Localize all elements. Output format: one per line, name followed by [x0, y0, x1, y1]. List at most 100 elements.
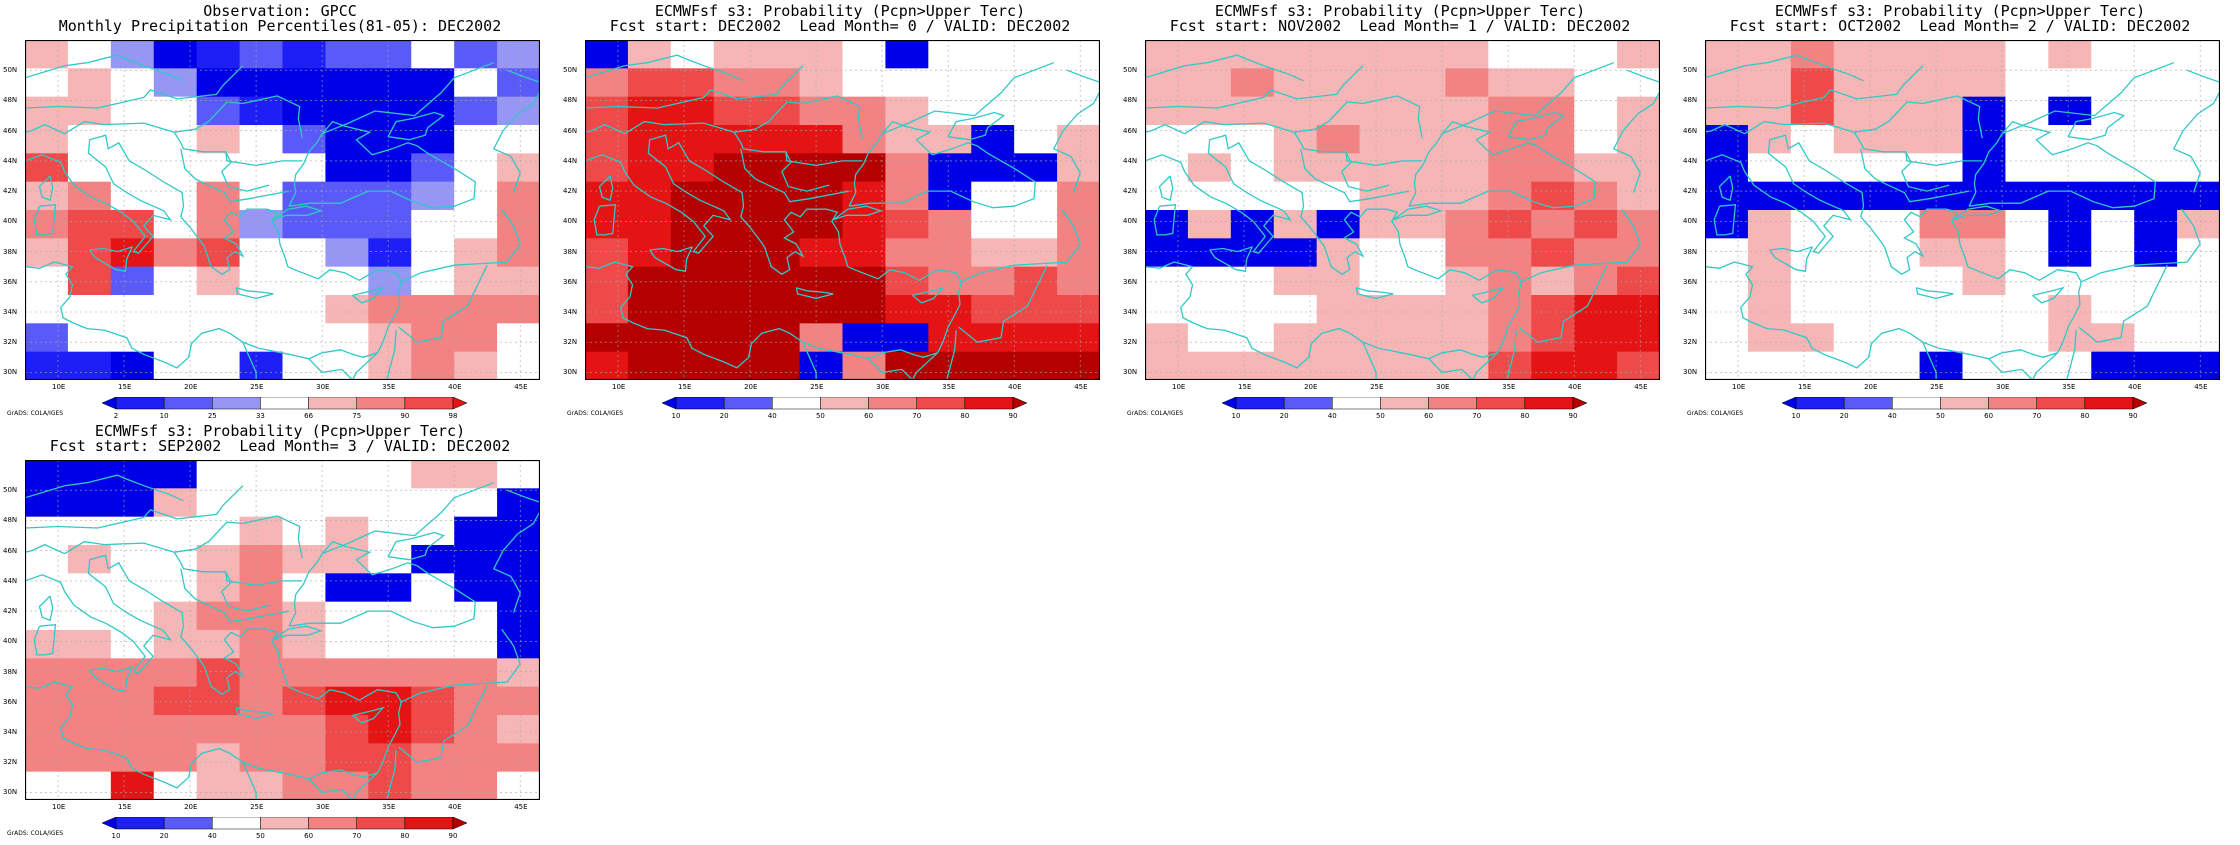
grid-cell	[67, 630, 112, 659]
grid-cell	[1445, 238, 1489, 268]
grid-cell	[153, 40, 198, 69]
grid-cell	[713, 351, 758, 380]
grid-cell	[67, 686, 112, 716]
colorbar-swatch	[916, 396, 966, 410]
coastline	[180, 568, 290, 623]
grid-cell	[885, 295, 929, 324]
grid-cell	[25, 658, 69, 688]
grid-cell	[1919, 238, 1964, 268]
grid-cell	[971, 40, 1015, 69]
grid-cell	[1230, 40, 1275, 69]
grid-cell	[454, 153, 498, 183]
grid-cell	[325, 96, 369, 126]
colorbar-swatch	[1221, 396, 1237, 410]
grid-cell	[196, 266, 241, 296]
grid-cell	[454, 266, 498, 296]
grid-cell	[1833, 238, 1878, 268]
grid-cell	[25, 238, 69, 268]
grid-cell	[1445, 210, 1489, 239]
lon-label: 45E	[1634, 383, 1648, 391]
grid-cell	[2134, 125, 2178, 154]
panel-title-line2: Fcst start: NOV2002 Lead Month= 1 / VALI…	[1169, 17, 1631, 35]
coastline	[2172, 91, 2220, 193]
grid-cell	[2048, 238, 2092, 268]
grid-cell	[153, 181, 198, 211]
grid-cell	[454, 125, 498, 154]
lat-label: 36N	[3, 277, 18, 286]
lat-label: 40N	[3, 637, 18, 646]
colorbar-label: 25	[208, 412, 217, 420]
grid-cell	[25, 743, 69, 773]
coastline	[1705, 134, 2082, 369]
grid-cell	[325, 686, 369, 716]
coastline	[64, 540, 105, 555]
grid-cell	[1617, 295, 1660, 324]
colorbar-label: 10	[1232, 412, 1241, 420]
grid-cell	[1919, 96, 1964, 126]
grid-cell	[1230, 351, 1275, 380]
grid-cell	[585, 153, 629, 183]
coastline	[1428, 352, 1499, 380]
panel-title-line2: Fcst start: OCT2002 Lead Month= 2 / VALI…	[1729, 17, 2191, 35]
grid-cell	[585, 125, 629, 154]
grid-cell	[1187, 323, 1232, 353]
coastline	[1392, 205, 1443, 221]
panel-title: ECMWFsf s3: Probability (Pcpn>Upper Terc…	[1680, 4, 2240, 34]
lon-label: 30E	[1436, 383, 1450, 391]
grid-cell	[842, 238, 887, 268]
lat-label: 38N	[3, 247, 18, 256]
grid-cell	[1617, 181, 1660, 211]
colorbar-label: 90	[2129, 412, 2138, 420]
grid-cell	[411, 295, 455, 324]
lat-label: 42N	[1123, 187, 1138, 196]
lat-label: 44N	[563, 156, 578, 165]
coastline	[1626, 69, 1660, 83]
lon-label: 25E	[1930, 383, 1944, 391]
grid-cell	[1833, 96, 1878, 126]
grid-cell	[713, 40, 758, 69]
colorbar-swatch	[2036, 396, 2086, 410]
lon-label: 40E	[448, 383, 462, 391]
grid-cell	[1014, 295, 1058, 324]
grid-cell	[1617, 323, 1660, 353]
grid-cell	[1531, 238, 1575, 268]
colorbar-label: 80	[2080, 412, 2089, 420]
grid-cell	[153, 153, 198, 183]
grid-cell	[2091, 153, 2135, 183]
colorbar-label: 33	[256, 412, 265, 420]
grid-cell	[713, 68, 758, 98]
grid-cell	[585, 351, 629, 380]
grid-cell	[239, 323, 284, 353]
grid-cell	[454, 40, 498, 69]
lon-label: 10E	[1172, 383, 1186, 391]
colorbar-label: 50	[256, 832, 265, 840]
lat-label: 32N	[563, 338, 578, 347]
colorbar-label: 50	[1936, 412, 1945, 420]
grid-cell	[325, 715, 369, 744]
grid-cell	[1316, 210, 1361, 239]
grid-cell	[1014, 351, 1058, 380]
grid-cell	[411, 545, 455, 574]
grid-cell	[2048, 40, 2092, 69]
panel-title: Observation: GPCC Monthly Precipitation P…	[0, 4, 560, 34]
grid-cell	[325, 181, 369, 211]
lat-label: 46N	[563, 126, 578, 135]
lat-label: 36N	[1683, 277, 1698, 286]
grid-cell	[282, 658, 327, 688]
colorbar-swatch	[1524, 396, 1574, 410]
coastline	[881, 62, 1055, 135]
grid-cell	[1574, 96, 1618, 126]
lat-label: 38N	[1683, 247, 1698, 256]
lat-label: 40N	[1683, 217, 1698, 226]
grid-cell	[196, 573, 241, 603]
coastline	[1915, 287, 1954, 300]
coastline	[664, 95, 863, 139]
grid-cell	[325, 771, 369, 800]
grid-cell	[25, 601, 69, 631]
coastline	[1901, 151, 1950, 192]
grid-cell	[239, 40, 284, 69]
grid-cell	[1145, 295, 1189, 324]
grid-cell	[1057, 351, 1100, 380]
grid-cell	[1316, 323, 1361, 353]
grid-cell	[670, 295, 715, 324]
